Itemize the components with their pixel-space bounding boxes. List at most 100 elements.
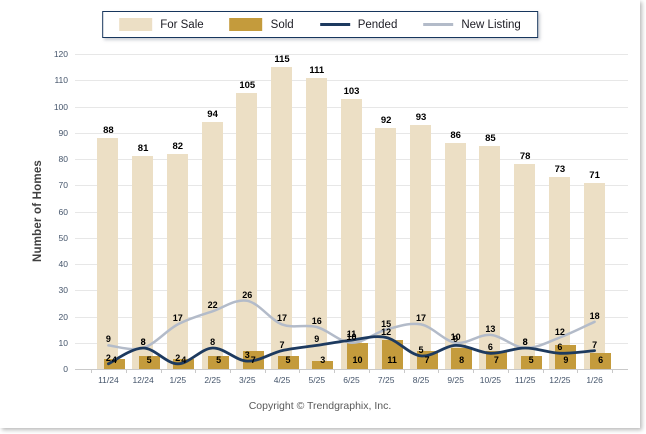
y-tick-label: 80 bbox=[58, 154, 68, 164]
x-axis-tick bbox=[334, 369, 336, 373]
label-for-sale: 105 bbox=[239, 80, 256, 92]
x-tick-label: 8/25 bbox=[412, 375, 430, 385]
x-axis-tick bbox=[473, 369, 475, 373]
legend-swatch-new-listing bbox=[423, 23, 454, 26]
bar-for-sale bbox=[410, 124, 431, 369]
label-for-sale: 92 bbox=[380, 114, 392, 126]
y-tick-label: 100 bbox=[53, 101, 68, 112]
y-tick-label: 90 bbox=[58, 127, 68, 138]
x-tick-label: 4/25 bbox=[273, 375, 291, 385]
y-tick-label: 50 bbox=[58, 232, 68, 243]
y-tick-label: 120 bbox=[53, 49, 68, 59]
x-axis-tick bbox=[368, 369, 370, 373]
label-for-sale: 111 bbox=[309, 64, 325, 76]
x-axis-tick bbox=[577, 369, 579, 373]
y-tick-label: 30 bbox=[58, 285, 68, 296]
label-pended: 8 bbox=[210, 337, 216, 347]
copyright-text: Copyright © Trendgraphix, Inc. bbox=[248, 400, 392, 412]
x-tick-label: 11/25 bbox=[514, 375, 536, 385]
x-axis-tick bbox=[160, 369, 162, 373]
x-tick-label: 7/25 bbox=[377, 375, 395, 385]
label-pended: 7 bbox=[592, 339, 598, 350]
label-sold: 5 bbox=[285, 355, 291, 365]
x-tick-label: 9/25 bbox=[447, 375, 464, 385]
x-tick-label: 10/25 bbox=[479, 375, 502, 385]
x-axis-tick bbox=[125, 369, 127, 373]
label-new-listing: 10 bbox=[346, 331, 357, 342]
label-new-listing: 17 bbox=[276, 313, 287, 324]
label-sold: 7 bbox=[424, 355, 430, 365]
bar-for-sale bbox=[166, 153, 188, 370]
x-axis-tick bbox=[403, 369, 405, 373]
label-new-listing: 12 bbox=[554, 326, 565, 337]
label-pended: 9 bbox=[314, 334, 320, 345]
label-sold: 9 bbox=[563, 355, 569, 365]
legend-label: For Sale bbox=[160, 18, 204, 31]
label-sold: 6 bbox=[598, 355, 604, 365]
gridline bbox=[75, 54, 628, 55]
y-tick-label: 20 bbox=[58, 311, 68, 322]
label-new-listing: 8 bbox=[522, 337, 528, 347]
label-new-listing: 26 bbox=[242, 289, 253, 300]
x-axis-tick bbox=[507, 369, 509, 373]
label-new-listing: 17 bbox=[172, 313, 183, 324]
label-new-listing: 16 bbox=[311, 316, 322, 326]
label-for-sale: 103 bbox=[343, 85, 360, 97]
x-axis-tick bbox=[438, 369, 440, 373]
legend-item-for-sale: For Sale bbox=[119, 18, 204, 31]
x-tick-label: 1/25 bbox=[169, 375, 187, 385]
chart-canvas: For Sale Sold Pended New Listing Number of … bbox=[32, 11, 628, 412]
legend-swatch-sold bbox=[229, 18, 263, 31]
label-for-sale: 81 bbox=[137, 143, 149, 155]
bar-for-sale bbox=[305, 77, 327, 369]
x-tick-label: 11/24 bbox=[98, 375, 119, 385]
x-axis-line bbox=[75, 369, 628, 370]
legend-label: Sold bbox=[270, 18, 294, 31]
label-for-sale: 94 bbox=[207, 109, 218, 121]
label-pended: 7 bbox=[279, 339, 285, 350]
x-axis-tick bbox=[612, 369, 613, 373]
label-sold: 8 bbox=[459, 355, 465, 365]
label-new-listing: 17 bbox=[415, 313, 426, 324]
gridline bbox=[75, 80, 628, 82]
label-sold: 5 bbox=[216, 355, 222, 365]
label-sold: 3 bbox=[320, 355, 326, 365]
bar-for-sale bbox=[201, 122, 223, 370]
label-for-sale: 73 bbox=[554, 164, 566, 176]
label-sold: 5 bbox=[528, 355, 534, 365]
legend-label: Pended bbox=[357, 18, 398, 31]
chart-legend: For Sale Sold Pended New Listing bbox=[102, 11, 538, 38]
x-axis-tick bbox=[229, 369, 231, 373]
legend-label: New Listing bbox=[461, 18, 521, 31]
y-tick-label: 40 bbox=[58, 259, 68, 269]
label-for-sale: 88 bbox=[103, 125, 114, 136]
x-tick-label: 12/25 bbox=[549, 375, 571, 385]
x-axis-tick bbox=[91, 369, 92, 373]
label-sold: 4 bbox=[111, 355, 117, 365]
label-pended: 8 bbox=[522, 337, 528, 347]
x-tick-label: 5/25 bbox=[308, 375, 326, 385]
x-axis-tick bbox=[542, 369, 544, 373]
label-new-listing: 15 bbox=[381, 318, 392, 329]
x-axis-tick bbox=[299, 369, 301, 373]
label-new-listing: 18 bbox=[589, 310, 600, 321]
label-pended: 6 bbox=[487, 342, 493, 353]
label-for-sale: 86 bbox=[450, 130, 461, 142]
label-sold: 7 bbox=[250, 355, 256, 365]
bar-for-sale bbox=[479, 145, 501, 369]
label-sold: 11 bbox=[387, 355, 397, 365]
y-tick-label: 70 bbox=[58, 180, 68, 191]
x-tick-label: 12/24 bbox=[132, 375, 154, 385]
label-pended: 9 bbox=[453, 334, 459, 345]
x-axis-tick bbox=[264, 369, 266, 373]
label-sold: 4 bbox=[181, 355, 187, 365]
label-pended: 5 bbox=[418, 344, 424, 355]
label-new-listing: 10 bbox=[450, 331, 461, 342]
label-new-listing: 9 bbox=[105, 334, 111, 345]
legend-swatch-for-sale bbox=[119, 18, 153, 31]
bar-for-sale bbox=[236, 93, 258, 369]
legend-swatch-pended bbox=[319, 23, 350, 26]
label-pended: 3 bbox=[244, 350, 250, 361]
bar-for-sale bbox=[271, 67, 292, 369]
